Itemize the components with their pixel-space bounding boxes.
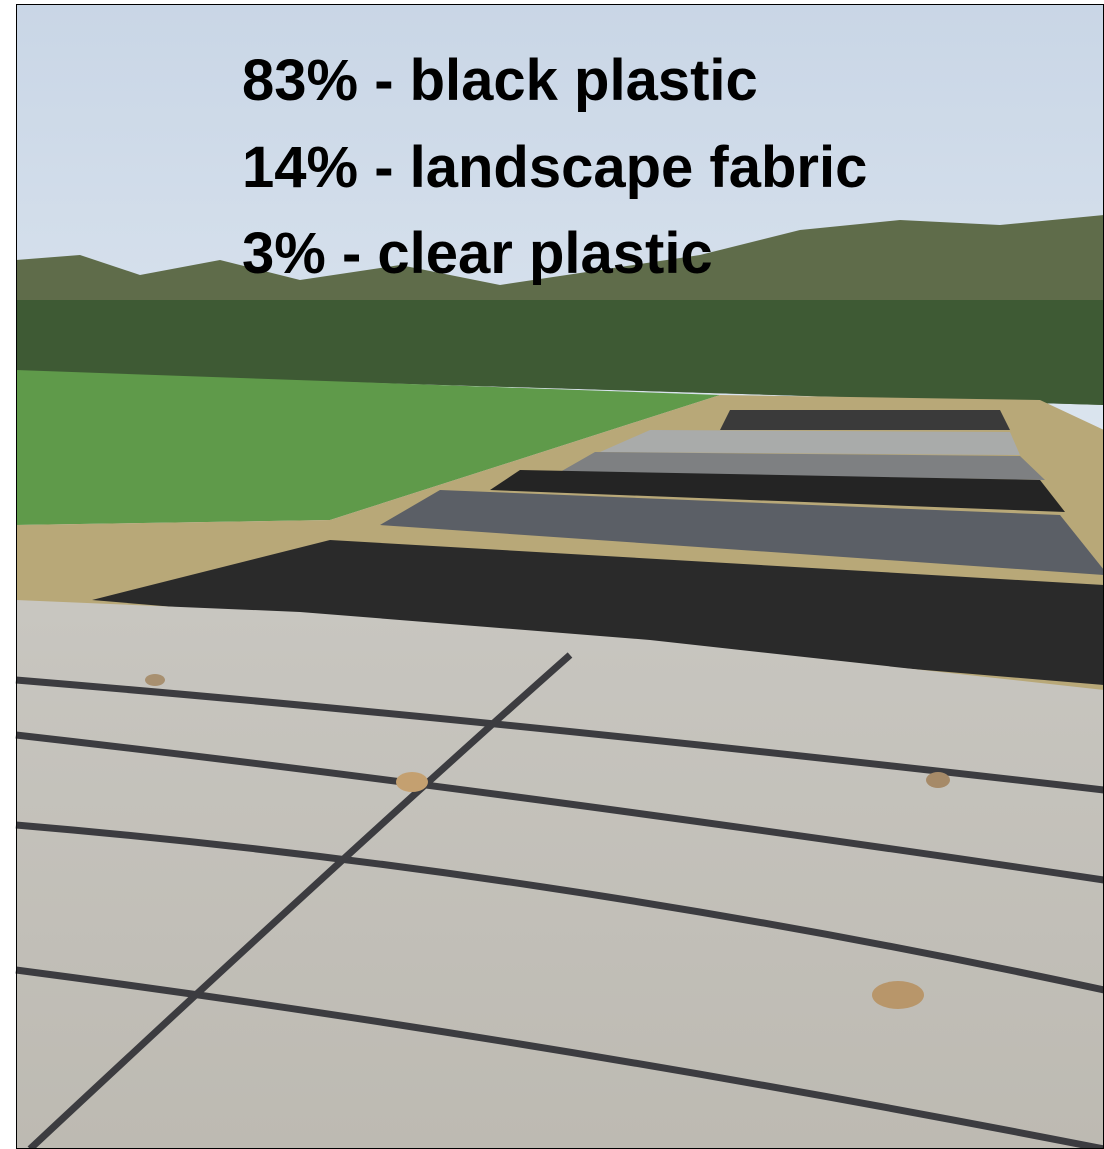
- tarp: [560, 452, 1045, 480]
- caption-line: 14% - landscape fabric: [242, 135, 867, 200]
- rock: [396, 772, 428, 792]
- fabric-seams: [15, 652, 1104, 1149]
- tarp: [720, 410, 1010, 430]
- rock: [872, 981, 924, 1009]
- landscape-fabric: [16, 600, 1104, 1149]
- tarp: [490, 470, 1065, 512]
- grass-field: [16, 370, 720, 525]
- caption-line: 3% - clear plastic: [242, 221, 713, 286]
- rock: [145, 674, 165, 686]
- tarp: [92, 540, 1104, 685]
- caption-line: 83% - black plastic: [242, 48, 758, 113]
- tarp: [380, 490, 1104, 575]
- scene: [15, 4, 1104, 1149]
- tarp: [600, 430, 1020, 455]
- rock: [926, 772, 950, 788]
- hedge: [16, 300, 1104, 405]
